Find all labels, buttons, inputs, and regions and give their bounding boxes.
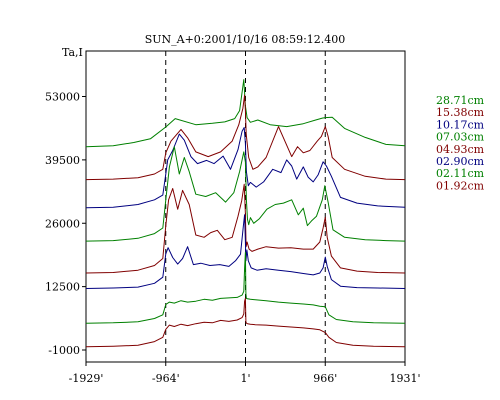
x-tick-label: 1931' <box>389 372 420 385</box>
x-tick-label: 1' <box>240 372 250 385</box>
legend: 28.71cm15.38cm10.17cm07.03cm04.93cm02.90… <box>436 94 485 192</box>
y-tick-label: -1000 <box>48 344 80 357</box>
series-line-4 <box>85 183 406 274</box>
y-axis-label: Ta,I <box>62 46 83 59</box>
series-line-5 <box>85 214 406 289</box>
x-axis: -1929' -964' 1' 966' 1931' <box>69 362 421 385</box>
y-tick-label: 39500 <box>45 154 80 167</box>
x-tick-label: 966' <box>313 372 337 385</box>
series-group <box>85 79 406 348</box>
legend-entry: 02.11cm <box>436 167 485 180</box>
y-tick-label: 12500 <box>45 281 80 294</box>
legend-entry: 10.17cm <box>436 118 485 131</box>
x-tick-label: -1929' <box>69 372 104 385</box>
legend-entry: 01.92cm <box>436 179 485 192</box>
legend-entry: 02.90cm <box>436 155 485 168</box>
series-line-7 <box>85 297 406 348</box>
y-axis: 53000 39500 26000 12500 -1000 <box>45 91 86 357</box>
legend-entry: 28.71cm <box>436 94 485 107</box>
series-line-0 <box>85 79 406 148</box>
y-tick-label: 26000 <box>45 217 80 230</box>
legend-entry: 04.93cm <box>436 143 485 156</box>
legend-entry: 07.03cm <box>436 131 485 144</box>
series-line-1 <box>85 94 406 181</box>
series-line-6 <box>85 251 406 324</box>
legend-entry: 15.38cm <box>436 106 485 119</box>
series-line-2 <box>85 127 406 209</box>
y-tick-label: 53000 <box>45 91 80 104</box>
x-tick-label: -964' <box>152 372 180 385</box>
chart-title: SUN_A+0:2001/10/16 08:59:12.400 <box>145 33 346 46</box>
series-line-3 <box>85 146 406 242</box>
